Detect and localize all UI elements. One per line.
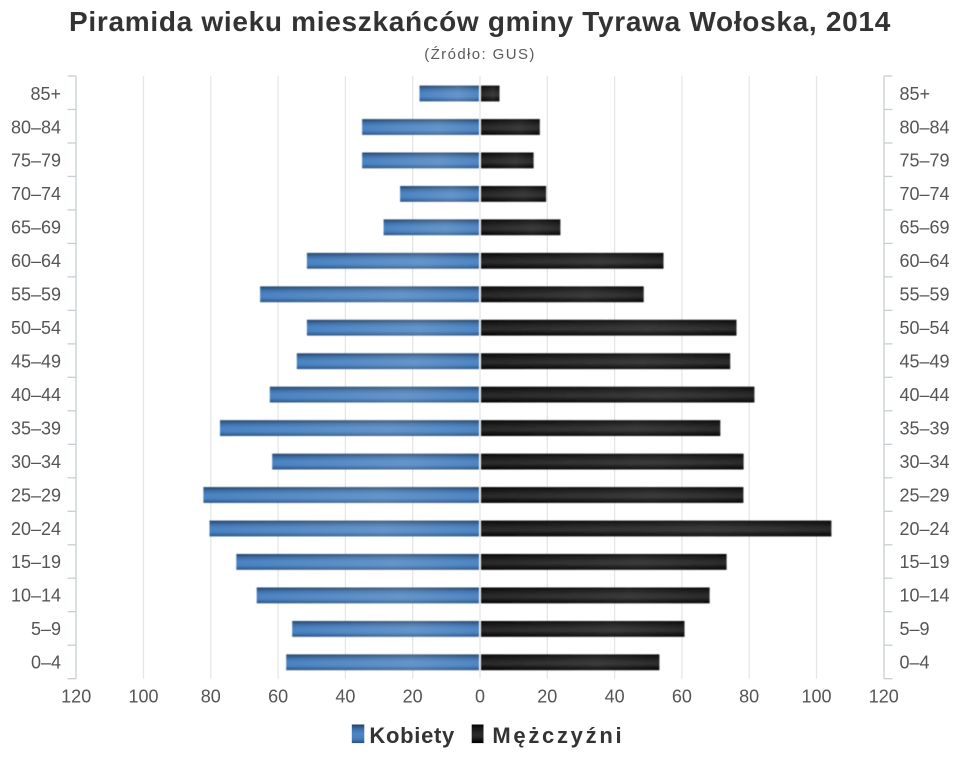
svg-text:80: 80 <box>739 687 759 707</box>
svg-text:55–59: 55–59 <box>11 285 61 305</box>
svg-text:10–14: 10–14 <box>11 586 61 606</box>
svg-text:60: 60 <box>672 687 692 707</box>
svg-text:75–79: 75–79 <box>900 151 950 171</box>
svg-text:15–19: 15–19 <box>900 552 950 572</box>
svg-text:120: 120 <box>869 687 899 707</box>
svg-text:100: 100 <box>128 687 158 707</box>
svg-text:0–4: 0–4 <box>900 653 930 673</box>
svg-text:10–14: 10–14 <box>900 586 950 606</box>
svg-text:80–84: 80–84 <box>11 117 61 137</box>
svg-text:40–44: 40–44 <box>900 385 950 405</box>
svg-text:20–24: 20–24 <box>900 519 950 539</box>
svg-text:0–4: 0–4 <box>31 653 61 673</box>
svg-text:65–69: 65–69 <box>900 218 950 238</box>
svg-text:(Źródło: GUS): (Źródło: GUS) <box>424 46 536 63</box>
svg-text:50–54: 50–54 <box>11 318 61 338</box>
svg-text:30–34: 30–34 <box>11 452 61 472</box>
svg-text:30–34: 30–34 <box>900 452 950 472</box>
svg-text:Mężczyźni: Mężczyźni <box>492 723 624 748</box>
svg-text:25–29: 25–29 <box>900 485 950 505</box>
svg-text:120: 120 <box>61 687 91 707</box>
svg-text:35–39: 35–39 <box>900 418 950 438</box>
svg-text:60–64: 60–64 <box>11 251 61 271</box>
svg-text:45–49: 45–49 <box>11 352 61 372</box>
svg-text:100: 100 <box>801 687 831 707</box>
svg-text:65–69: 65–69 <box>11 218 61 238</box>
svg-text:20: 20 <box>403 687 423 707</box>
svg-text:85+: 85+ <box>30 84 61 104</box>
svg-text:5–9: 5–9 <box>31 619 61 639</box>
svg-text:45–49: 45–49 <box>900 352 950 372</box>
svg-text:0: 0 <box>475 687 485 707</box>
svg-text:Kobiety: Kobiety <box>369 723 455 748</box>
svg-text:20–24: 20–24 <box>11 519 61 539</box>
svg-text:60–64: 60–64 <box>900 251 950 271</box>
svg-text:70–74: 70–74 <box>11 184 61 204</box>
svg-text:50–54: 50–54 <box>900 318 950 338</box>
svg-text:60: 60 <box>268 687 288 707</box>
svg-text:20: 20 <box>537 687 557 707</box>
svg-text:55–59: 55–59 <box>900 285 950 305</box>
svg-text:80: 80 <box>201 687 221 707</box>
svg-text:15–19: 15–19 <box>11 552 61 572</box>
svg-text:70–74: 70–74 <box>900 184 950 204</box>
svg-text:25–29: 25–29 <box>11 485 61 505</box>
svg-text:40: 40 <box>605 687 625 707</box>
svg-text:35–39: 35–39 <box>11 418 61 438</box>
svg-text:80–84: 80–84 <box>900 117 950 137</box>
svg-text:Piramida wieku mieszkańców gmi: Piramida wieku mieszkańców gminy Tyrawa … <box>69 6 891 37</box>
svg-text:75–79: 75–79 <box>11 151 61 171</box>
svg-text:5–9: 5–9 <box>900 619 930 639</box>
svg-text:40: 40 <box>335 687 355 707</box>
svg-text:40–44: 40–44 <box>11 385 61 405</box>
svg-text:85+: 85+ <box>900 84 931 104</box>
